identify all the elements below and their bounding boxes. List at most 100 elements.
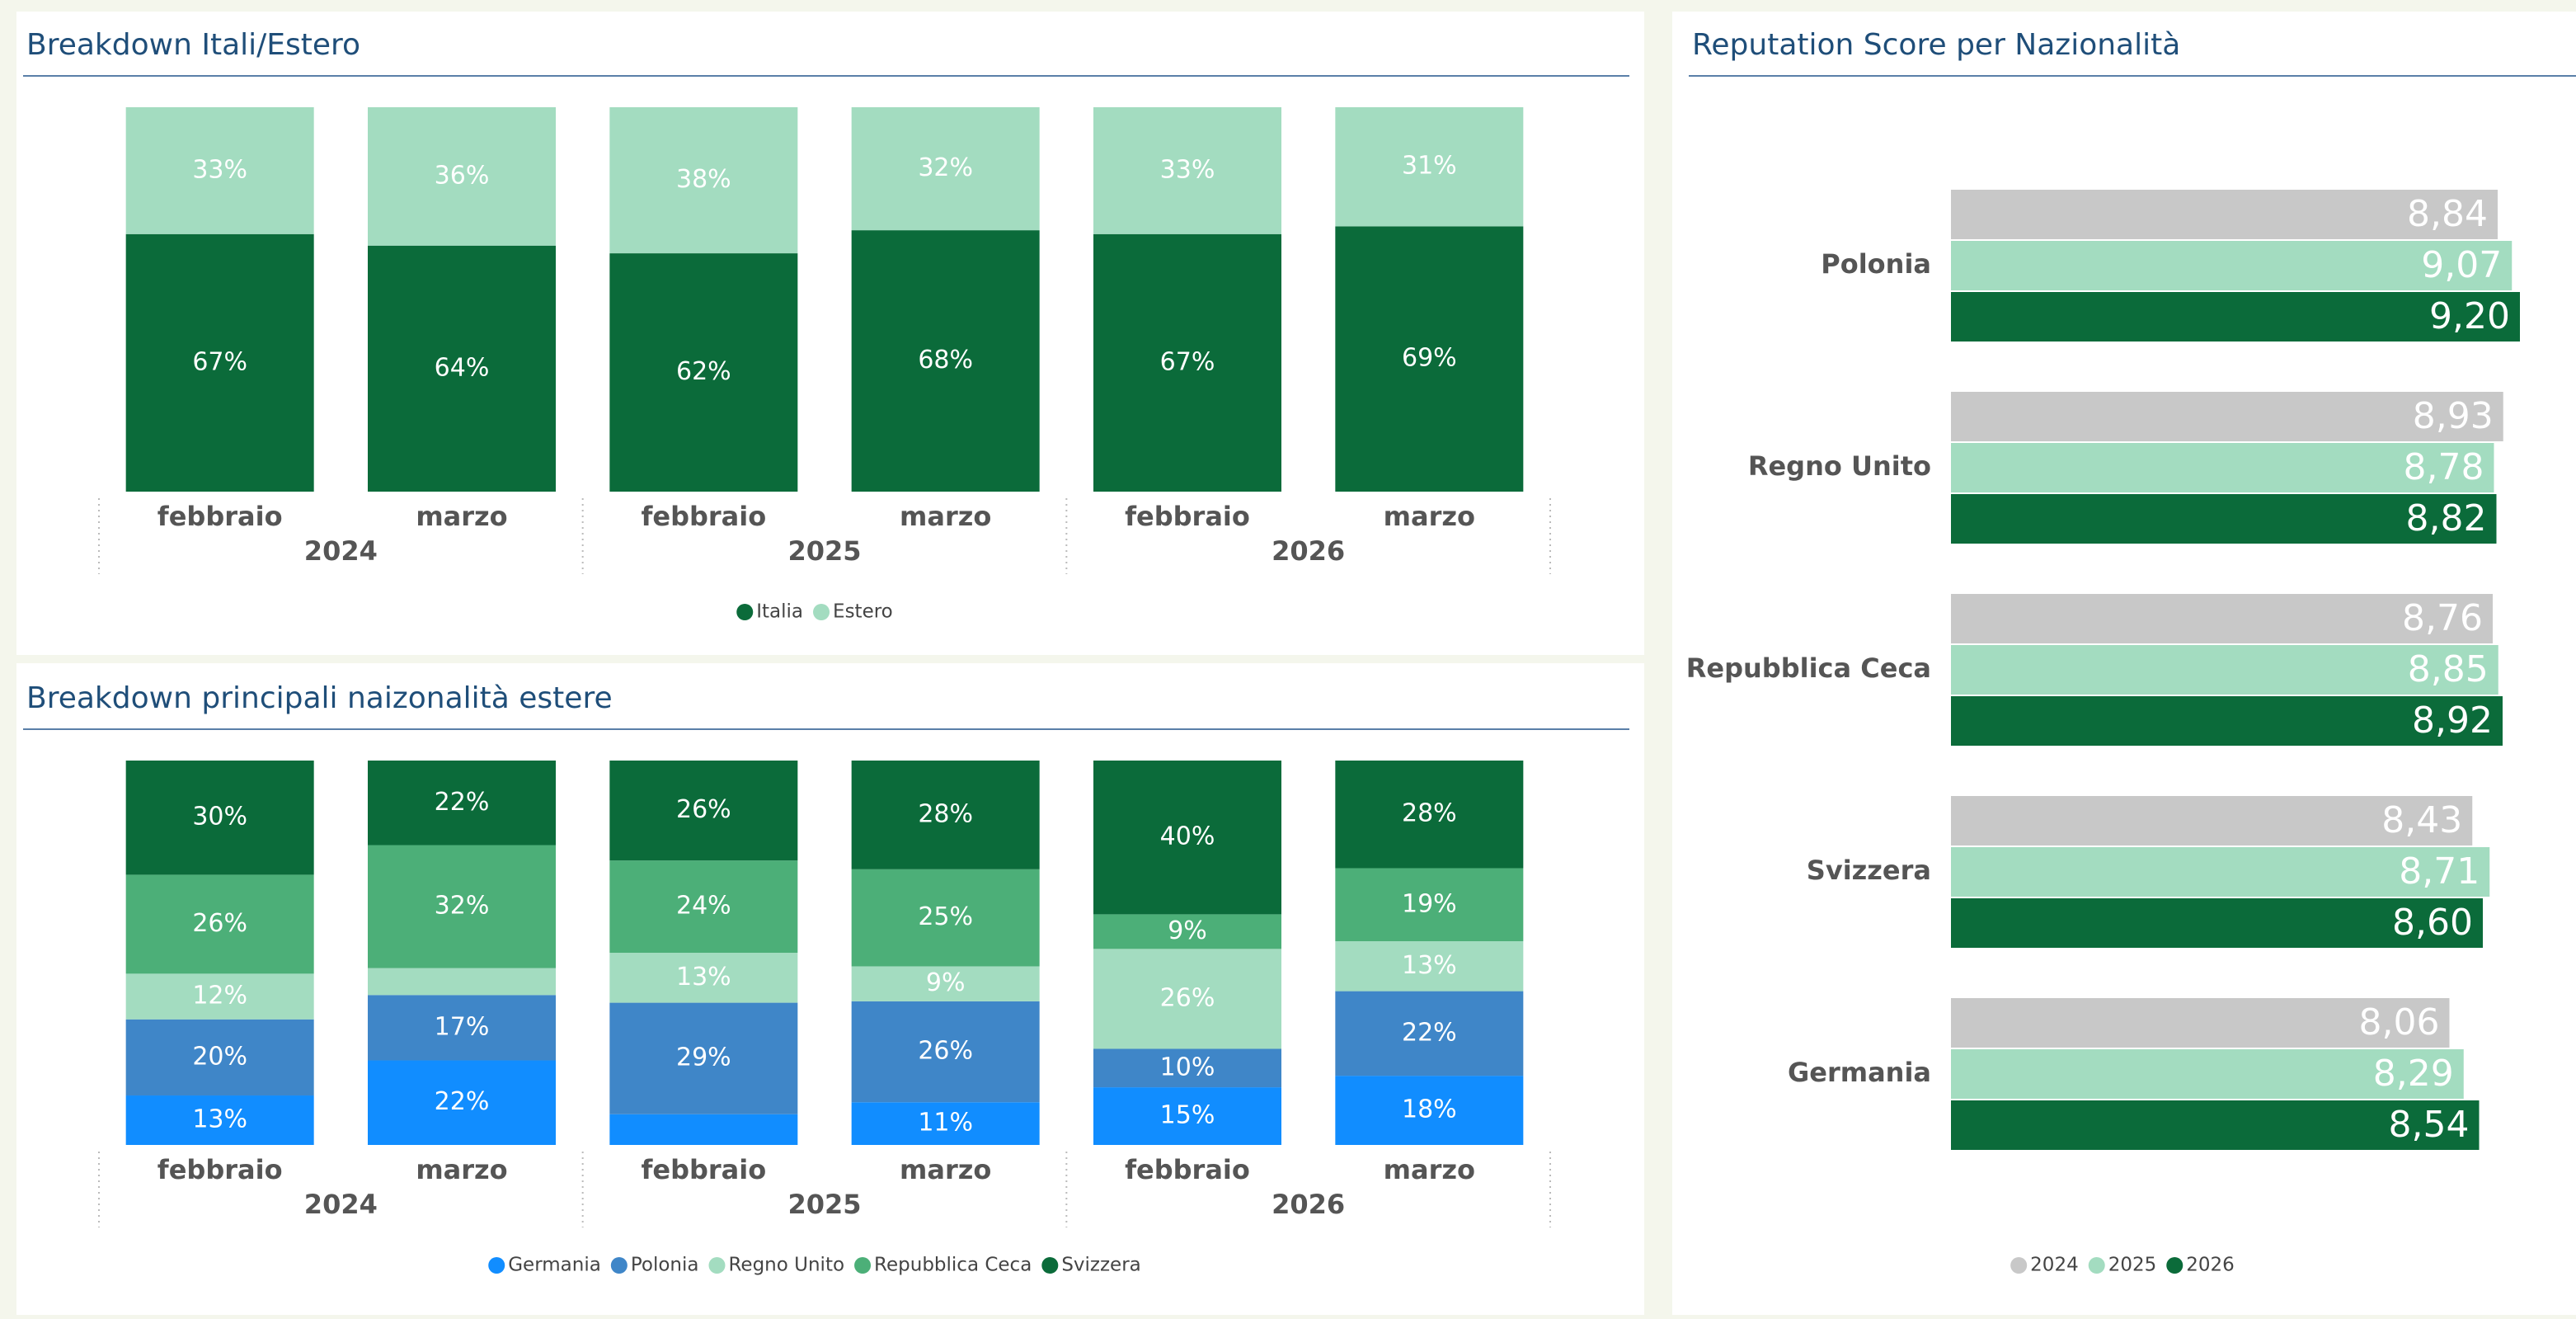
legend-swatch: [854, 1257, 872, 1274]
legend-swatch: [736, 604, 754, 620]
legend-swatch: [1041, 1257, 1059, 1274]
legend-label: Germania: [508, 1255, 601, 1276]
data-label: 30%: [192, 803, 247, 831]
y-tick-label: Svizzera: [1807, 855, 1931, 886]
bar-segment: [368, 107, 556, 246]
legend-label: Repubblica Ceca: [874, 1255, 1032, 1276]
bar-segment: [1093, 1048, 1281, 1088]
data-label: 19%: [1402, 889, 1457, 918]
data-label: 22%: [435, 788, 490, 817]
bar-segment: [609, 107, 798, 254]
bar-segment: [1335, 941, 1524, 992]
legend-swatch: [813, 604, 830, 620]
bar-segment: [1093, 914, 1281, 949]
bar: [1951, 847, 2490, 897]
data-label: 9,07: [2421, 244, 2502, 286]
bar-segment: [368, 1060, 556, 1145]
legend-swatch: [2166, 1257, 2183, 1274]
data-label: 36%: [435, 161, 490, 190]
data-label: 40%: [1160, 822, 1215, 851]
legend-swatch: [708, 1257, 726, 1274]
data-label: 33%: [1160, 155, 1215, 184]
bar-segment: [609, 253, 798, 492]
data-label: 13%: [676, 963, 731, 992]
data-label: 64%: [435, 353, 490, 382]
y-tick-label: Regno Unito: [1748, 450, 1931, 482]
bar-segment: [1335, 107, 1524, 227]
legend-label: Italia: [756, 601, 803, 623]
data-label: 24%: [676, 892, 731, 921]
bar: [1951, 594, 2493, 643]
data-label: 62%: [676, 357, 731, 386]
bar: [1951, 241, 2513, 290]
bar-segment: [609, 953, 798, 1003]
data-label: 8,78: [2404, 446, 2484, 488]
x-tick-label: marzo: [1384, 501, 1475, 532]
bar-segment: [1093, 949, 1281, 1049]
legend-label: 2025: [2108, 1255, 2157, 1276]
bar-segment: [609, 1002, 798, 1114]
data-label: 8,54: [2389, 1104, 2470, 1146]
data-label: 15%: [1160, 1101, 1215, 1130]
data-label: 8,06: [2359, 1001, 2440, 1043]
data-label: 12%: [192, 982, 247, 1010]
x-tick-label: febbraio: [641, 1154, 766, 1185]
data-label: 25%: [918, 902, 973, 931]
data-label: 22%: [435, 1087, 490, 1116]
x-tick-label: marzo: [416, 1154, 507, 1185]
y-tick-label: Polonia: [1821, 248, 1931, 280]
legend-label: 2024: [2030, 1255, 2079, 1276]
y-tick-label: Germania: [1788, 1057, 1931, 1088]
data-label: 9,20: [2429, 295, 2510, 337]
bar-segment: [1335, 868, 1524, 942]
bar: [1951, 1049, 2464, 1099]
legend-label: Svizzera: [1061, 1255, 1140, 1276]
bar-segment: [851, 761, 1040, 869]
bar-segment: [609, 860, 798, 953]
bar: [1951, 494, 2497, 544]
x-tick-label: marzo: [416, 501, 507, 532]
data-label: 38%: [676, 165, 731, 194]
legend-swatch: [2088, 1257, 2105, 1274]
data-label: 8,71: [2399, 850, 2480, 893]
bar-segment: [125, 233, 314, 492]
bar: [1951, 696, 2503, 746]
data-label: 20%: [192, 1042, 247, 1071]
chart-title: Breakdown Itali/Estero: [26, 28, 360, 62]
data-label: 8,93: [2413, 395, 2494, 437]
data-label: 9%: [1168, 916, 1207, 945]
bar: [1951, 443, 2494, 492]
bar-segment: [125, 1019, 314, 1096]
data-label: 32%: [435, 892, 490, 921]
x-group-label: 2025: [787, 1189, 861, 1220]
bar-segment: [1335, 991, 1524, 1076]
x-tick-label: febbraio: [157, 501, 283, 532]
bar-segment: [851, 966, 1040, 1001]
data-label: 33%: [192, 155, 247, 184]
bar-segment: [1093, 761, 1281, 915]
bar-segment: [1335, 226, 1524, 492]
data-label: 8,76: [2402, 597, 2483, 639]
data-label: 13%: [1402, 951, 1457, 980]
x-group-label: 2024: [304, 1189, 378, 1220]
x-tick-label: febbraio: [1125, 1154, 1250, 1185]
legend-label: 2026: [2186, 1255, 2235, 1276]
data-label: 26%: [676, 795, 731, 824]
bar: [1951, 1100, 2480, 1150]
data-label: 8,82: [2406, 497, 2487, 539]
data-label: 17%: [435, 1012, 490, 1041]
bar: [1951, 190, 2498, 239]
bar: [1951, 796, 2473, 846]
data-label: 68%: [918, 346, 973, 375]
bar-segment: [1335, 1076, 1524, 1145]
legend-label: Polonia: [631, 1255, 699, 1276]
data-label: 28%: [1402, 799, 1457, 828]
data-label: 22%: [1402, 1018, 1457, 1047]
legend-label: Estero: [833, 601, 893, 623]
bar-segment: [125, 874, 314, 974]
data-label: 8,29: [2373, 1053, 2454, 1095]
data-label: 31%: [1402, 152, 1457, 181]
y-tick-label: Repubblica Ceca: [1686, 652, 1931, 684]
bar-segment: [1093, 233, 1281, 492]
